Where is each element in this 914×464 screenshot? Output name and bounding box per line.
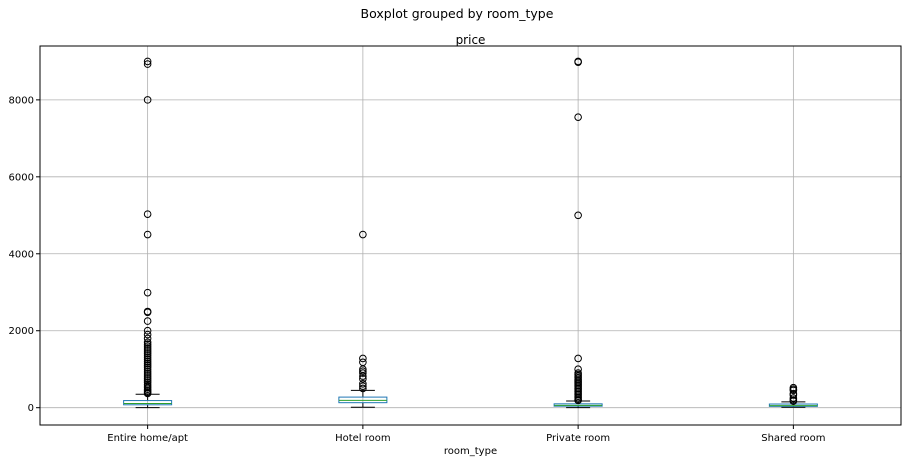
outlier-point xyxy=(359,367,367,375)
outlier-point xyxy=(359,375,367,383)
x-tick-label: Entire home/apt xyxy=(107,433,188,444)
plot-frame xyxy=(39,45,902,426)
y-axis-ticks: 0 2000 4000 6000 8000 xyxy=(9,95,40,414)
outlier-point xyxy=(789,394,798,402)
grid-lines xyxy=(40,46,901,425)
outlier-point xyxy=(143,348,152,356)
outlier-point xyxy=(143,365,152,374)
outlier-point xyxy=(574,396,582,405)
outlier-point xyxy=(359,230,367,239)
outlier-point xyxy=(574,354,582,363)
outlier-point xyxy=(143,369,152,377)
outlier-point xyxy=(143,344,152,352)
outlier-point xyxy=(143,361,152,370)
x-axis-ticks: Entire home/apt Hotel room Private room Sha… xyxy=(107,425,826,444)
outlier-point xyxy=(359,384,367,393)
outlier-point xyxy=(143,308,152,317)
outlier-point xyxy=(143,96,152,104)
outlier-point xyxy=(143,342,152,350)
x-tick-label: Private room xyxy=(546,433,610,444)
outlier-point xyxy=(143,330,152,339)
outlier-point xyxy=(143,371,152,379)
outlier-point xyxy=(574,58,582,66)
outlier-point xyxy=(143,357,152,366)
outlier-point xyxy=(143,363,152,372)
outlier-point xyxy=(143,346,152,354)
outlier-point xyxy=(143,389,152,398)
outlier-point xyxy=(143,350,152,358)
outlier-point xyxy=(359,369,367,377)
box-entire-home-apt xyxy=(123,57,173,409)
outlier-point xyxy=(143,210,152,218)
y-tick-label: 4000 xyxy=(9,249,34,260)
x-tick-label: Shared room xyxy=(761,433,825,444)
plot-title: price xyxy=(456,33,486,47)
x-axis-label: room_type xyxy=(444,446,497,457)
box-shared-room xyxy=(768,383,818,408)
outlier-point xyxy=(143,230,152,239)
outlier-point xyxy=(359,372,367,380)
outlier-point xyxy=(359,380,367,388)
outlier-point xyxy=(143,353,152,362)
box-hotel-room xyxy=(338,230,388,408)
outlier-point xyxy=(143,355,152,364)
outlier-point xyxy=(143,288,152,297)
outlier-point xyxy=(143,326,152,335)
box-private-room xyxy=(553,57,603,409)
outlier-point xyxy=(359,382,367,390)
chart-suptitle: Boxplot grouped by room_type xyxy=(360,6,554,21)
outlier-point xyxy=(789,397,798,405)
outlier-point xyxy=(143,60,152,68)
outlier-point xyxy=(143,57,152,66)
outlier-point xyxy=(143,373,152,381)
y-tick-label: 6000 xyxy=(9,172,34,183)
boxes-group xyxy=(123,57,818,409)
outlier-point xyxy=(143,351,152,360)
outlier-point xyxy=(359,354,367,363)
outlier-point xyxy=(143,375,152,383)
outlier-point xyxy=(143,340,152,348)
y-tick-label: 2000 xyxy=(9,326,34,337)
outlier-point xyxy=(574,211,582,220)
y-tick-label: 0 xyxy=(28,403,34,414)
outlier-point xyxy=(143,338,152,347)
outlier-point xyxy=(143,367,152,375)
outlier-point xyxy=(143,359,152,368)
x-tick-label: Hotel room xyxy=(335,433,391,444)
outlier-point xyxy=(574,113,582,121)
outlier-point xyxy=(143,317,152,325)
outlier-point xyxy=(143,334,152,343)
y-tick-label: 8000 xyxy=(9,95,34,106)
iqr-box xyxy=(123,400,173,406)
outlier-point xyxy=(789,386,798,395)
